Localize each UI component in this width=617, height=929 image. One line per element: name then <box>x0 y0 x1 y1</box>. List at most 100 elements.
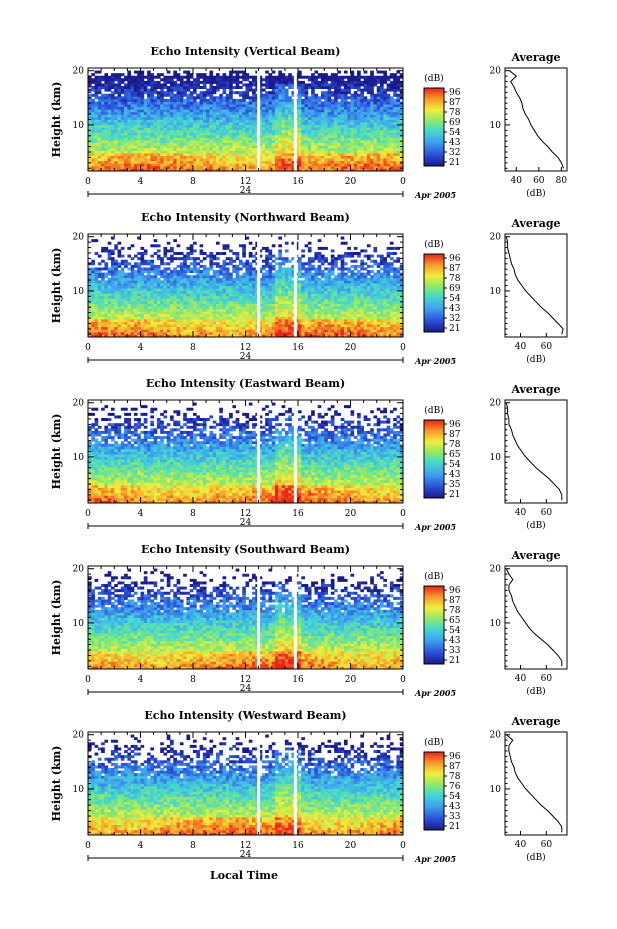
colorbar-tick-label: 65 <box>449 450 461 460</box>
colorbar-tick-label: 87 <box>449 264 461 274</box>
x-tick-label: 20 <box>345 509 357 519</box>
profile-x-tick-label: 40 <box>511 176 523 186</box>
data-gap-1 <box>257 566 261 669</box>
colorbar-unit: (dB) <box>424 73 443 84</box>
colorbar-tick-label: 54 <box>449 128 461 138</box>
colorbar-tick-label: 87 <box>449 762 461 772</box>
colorbar-tick-label: 87 <box>449 596 461 606</box>
colorbar-tick-label: 69 <box>449 284 461 294</box>
colorbar-tick-label: 33 <box>449 812 461 822</box>
colorbar-tick-label: 78 <box>449 772 461 782</box>
x-tick-label: 8 <box>190 675 196 685</box>
x-tick-label: 0 <box>400 841 406 851</box>
day-label: 24 <box>240 684 252 694</box>
data-gap-2 <box>293 234 297 337</box>
y-tick-label: 20 <box>73 67 85 77</box>
panel-1: Echo Intensity (Vertical Beam) Height (km… <box>50 45 568 200</box>
colorbar-tick-label: 69 <box>449 118 461 128</box>
x-tick-label: 0 <box>400 509 406 519</box>
profile-title: Average <box>510 51 560 64</box>
profile-x-label: (dB) <box>526 354 545 365</box>
date-label: Apr 2005 <box>414 854 457 864</box>
panel-5: Echo Intensity (Westward Beam) Height (km… <box>50 709 568 864</box>
colorbar-tick-label: 96 <box>449 420 461 430</box>
heatmap-cells <box>88 402 404 504</box>
profile-title: Average <box>510 217 560 230</box>
y-tick-label: 10 <box>73 121 85 131</box>
x-tick-label: 4 <box>138 343 144 353</box>
colorbar-tick-label: 87 <box>449 98 461 108</box>
x-tick-label: 16 <box>292 509 304 519</box>
colorbar-tick-label: 54 <box>449 294 461 304</box>
profile-x-label: (dB) <box>526 686 545 697</box>
x-axis-label: Local Time <box>210 869 278 882</box>
panel-title: Echo Intensity (Northward Beam) <box>141 211 350 224</box>
x-tick-label: 4 <box>138 509 144 519</box>
profile-x-tick-label: 40 <box>515 342 527 352</box>
profile-x-tick-label: 60 <box>541 342 553 352</box>
colorbar-tick-label: 87 <box>449 430 461 440</box>
colorbar-tick-label: 32 <box>449 148 460 158</box>
x-tick-label: 8 <box>190 177 196 187</box>
colorbar-tick-label: 43 <box>449 636 461 646</box>
heatmap-cells <box>88 70 404 172</box>
profile-y-tick-label: 20 <box>490 67 502 77</box>
x-tick-label: 12 <box>240 675 251 685</box>
y-axis-label: Height (km) <box>50 580 63 656</box>
colorbar <box>423 87 445 167</box>
x-tick-label: 12 <box>240 343 251 353</box>
data-gap-2 <box>293 68 297 171</box>
colorbar-tick-label: 78 <box>449 274 461 284</box>
colorbar-unit: (dB) <box>424 571 443 582</box>
x-tick-label: 20 <box>345 343 357 353</box>
x-tick-label: 0 <box>85 177 91 187</box>
x-tick-label: 0 <box>85 343 91 353</box>
x-tick-label: 0 <box>85 841 91 851</box>
colorbar-tick-label: 78 <box>449 108 461 118</box>
profile-y-tick-label: 20 <box>490 731 502 741</box>
y-tick-label: 20 <box>73 565 85 575</box>
colorbar-tick-label: 21 <box>449 324 460 334</box>
x-tick-label: 8 <box>190 343 196 353</box>
y-tick-label: 10 <box>73 453 85 463</box>
x-tick-label: 8 <box>190 509 196 519</box>
profile-frame <box>504 731 568 836</box>
profile-frame <box>504 67 568 172</box>
data-gap-1 <box>257 234 261 337</box>
colorbar-tick-label: 65 <box>449 616 461 626</box>
y-tick-label: 20 <box>73 731 85 741</box>
colorbar-tick-label: 54 <box>449 460 461 470</box>
colorbar <box>423 751 445 831</box>
profile-x-tick-label: 60 <box>541 508 553 518</box>
heatmap-cells <box>88 568 404 670</box>
profile-x-tick-label: 80 <box>556 176 568 186</box>
x-tick-label: 4 <box>138 841 144 851</box>
colorbar <box>423 419 445 499</box>
panel-3: Echo Intensity (Eastward Beam) Height (km… <box>50 377 568 532</box>
colorbar <box>423 585 445 665</box>
colorbar-tick-label: 96 <box>449 254 461 264</box>
profile-y-tick-label: 10 <box>490 453 502 463</box>
profile-y-tick-label: 10 <box>490 287 502 297</box>
x-tick-label: 16 <box>292 177 304 187</box>
x-tick-label: 20 <box>345 177 357 187</box>
y-axis-label: Height (km) <box>50 414 63 490</box>
data-gap-1 <box>257 400 261 503</box>
colorbar-tick-label: 43 <box>449 138 461 148</box>
colorbar-unit: (dB) <box>424 239 443 250</box>
colorbar-tick-label: 78 <box>449 606 461 616</box>
profile-line <box>509 70 565 169</box>
x-tick-label: 0 <box>85 675 91 685</box>
colorbar-tick-label: 43 <box>449 304 461 314</box>
colorbar-unit: (dB) <box>424 405 443 416</box>
date-label: Apr 2005 <box>414 356 457 366</box>
x-tick-label: 20 <box>345 841 357 851</box>
day-label: 24 <box>240 518 252 528</box>
profile-title: Average <box>510 383 560 396</box>
colorbar-tick-label: 32 <box>449 314 460 324</box>
x-tick-label: 16 <box>292 841 304 851</box>
y-axis-label: Height (km) <box>50 82 63 158</box>
profile-line <box>505 734 563 833</box>
heatmap-cells <box>88 236 404 338</box>
profile-line <box>505 568 563 667</box>
